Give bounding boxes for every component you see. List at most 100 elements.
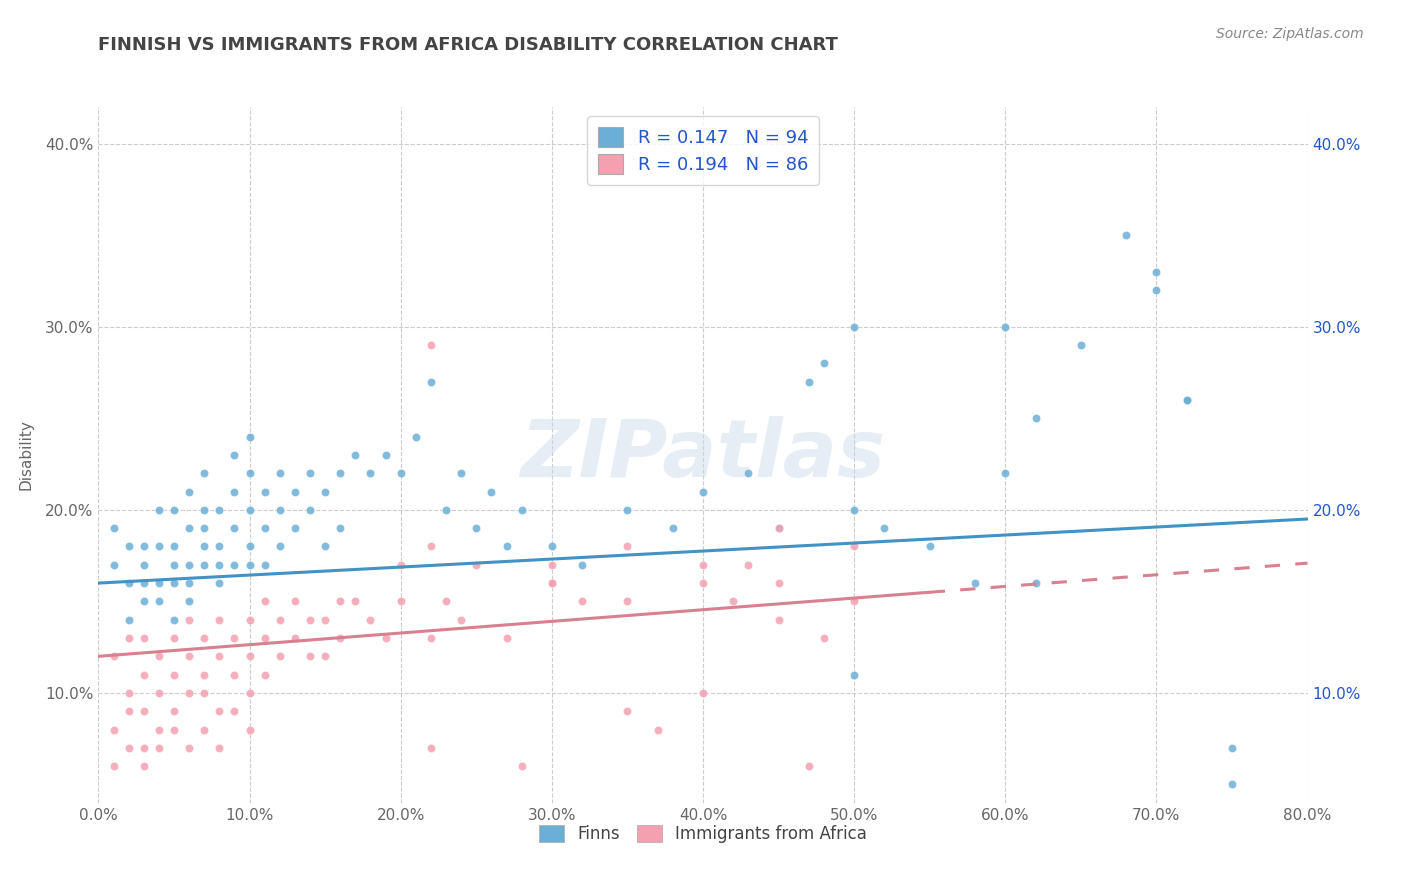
Point xyxy=(269,613,291,627)
Point xyxy=(118,686,141,700)
Point xyxy=(344,448,367,462)
Point xyxy=(193,723,215,737)
Point xyxy=(1024,576,1046,591)
Point xyxy=(208,704,231,718)
Point xyxy=(163,631,186,645)
Point xyxy=(616,540,638,554)
Point xyxy=(193,667,215,681)
Point xyxy=(450,467,472,481)
Point xyxy=(420,338,443,352)
Point xyxy=(420,631,443,645)
Point xyxy=(118,631,141,645)
Point xyxy=(179,649,201,664)
Point xyxy=(239,467,262,481)
Point xyxy=(616,503,638,517)
Point xyxy=(420,540,443,554)
Point xyxy=(179,576,201,591)
Point xyxy=(329,521,352,535)
Point xyxy=(844,503,866,517)
Point xyxy=(344,594,367,608)
Point xyxy=(1070,338,1092,352)
Point xyxy=(1175,392,1198,407)
Point xyxy=(179,613,201,627)
Point xyxy=(179,686,201,700)
Point xyxy=(1115,228,1137,243)
Point xyxy=(253,521,276,535)
Point xyxy=(148,503,170,517)
Point xyxy=(329,467,352,481)
Point xyxy=(224,631,246,645)
Point xyxy=(132,759,155,773)
Point xyxy=(768,521,790,535)
Point xyxy=(132,558,155,572)
Point xyxy=(994,319,1017,334)
Point xyxy=(253,594,276,608)
Legend: Finns, Immigrants from Africa: Finns, Immigrants from Africa xyxy=(533,819,873,850)
Point xyxy=(284,594,307,608)
Point xyxy=(132,594,155,608)
Point xyxy=(692,686,714,700)
Point xyxy=(1144,265,1167,279)
Point xyxy=(723,594,745,608)
Point xyxy=(389,594,412,608)
Point xyxy=(314,484,336,499)
Point xyxy=(510,503,533,517)
Text: FINNISH VS IMMIGRANTS FROM AFRICA DISABILITY CORRELATION CHART: FINNISH VS IMMIGRANTS FROM AFRICA DISABI… xyxy=(98,36,838,54)
Point xyxy=(813,631,835,645)
Point xyxy=(314,540,336,554)
Point xyxy=(103,521,125,535)
Point xyxy=(193,540,215,554)
Point xyxy=(148,594,170,608)
Point xyxy=(389,558,412,572)
Point xyxy=(118,576,141,591)
Point xyxy=(118,740,141,755)
Point xyxy=(299,613,322,627)
Point xyxy=(269,467,291,481)
Point xyxy=(797,759,820,773)
Point xyxy=(329,594,352,608)
Point xyxy=(360,467,382,481)
Point xyxy=(253,667,276,681)
Point xyxy=(179,484,201,499)
Point xyxy=(132,704,155,718)
Point xyxy=(103,649,125,664)
Point xyxy=(269,649,291,664)
Point xyxy=(224,667,246,681)
Point xyxy=(284,484,307,499)
Point xyxy=(647,723,669,737)
Point xyxy=(661,521,683,535)
Point xyxy=(163,503,186,517)
Point xyxy=(239,540,262,554)
Point xyxy=(132,540,155,554)
Point xyxy=(768,613,790,627)
Point xyxy=(737,558,759,572)
Point xyxy=(208,503,231,517)
Point xyxy=(118,540,141,554)
Point xyxy=(148,576,170,591)
Point xyxy=(616,704,638,718)
Point xyxy=(692,558,714,572)
Point xyxy=(163,540,186,554)
Point xyxy=(434,594,457,608)
Point xyxy=(465,521,488,535)
Point xyxy=(495,540,517,554)
Point xyxy=(481,484,503,499)
Point xyxy=(179,740,201,755)
Point xyxy=(163,723,186,737)
Point xyxy=(193,503,215,517)
Point xyxy=(239,649,262,664)
Point xyxy=(844,319,866,334)
Point xyxy=(239,503,262,517)
Point xyxy=(193,558,215,572)
Point xyxy=(768,576,790,591)
Point xyxy=(148,540,170,554)
Point xyxy=(374,631,396,645)
Point xyxy=(844,667,866,681)
Point xyxy=(510,759,533,773)
Point xyxy=(797,375,820,389)
Point xyxy=(420,740,443,755)
Point xyxy=(224,704,246,718)
Point xyxy=(103,558,125,572)
Point xyxy=(1024,411,1046,425)
Point xyxy=(118,704,141,718)
